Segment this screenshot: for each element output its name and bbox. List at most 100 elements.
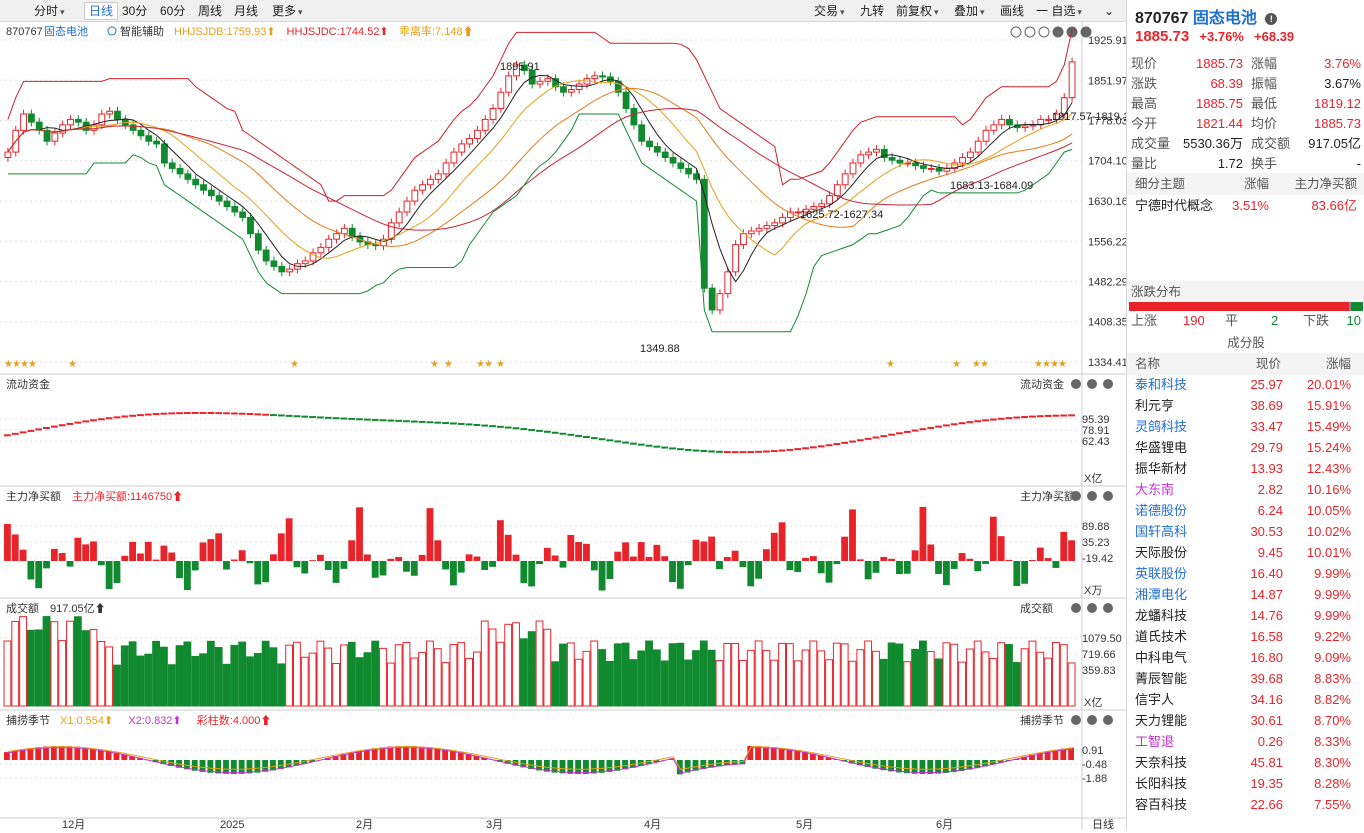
constituent-name[interactable]: 诺德股份 (1135, 500, 1187, 521)
candle-body (216, 196, 222, 201)
constituent-name[interactable]: 华盛锂电 (1135, 437, 1187, 458)
constituent-name[interactable]: 湘潭电化 (1135, 584, 1187, 605)
constituent-name[interactable]: 振华新材 (1135, 458, 1187, 479)
constituents-col-header[interactable]: 涨幅 (1326, 353, 1351, 375)
toolbar-btn-3[interactable]: 60分 (156, 2, 189, 20)
candle-body (287, 269, 293, 272)
volume-bar (966, 649, 973, 706)
volume-bar (857, 650, 864, 706)
signal-star-icon: ★ (28, 359, 37, 370)
constituent-name[interactable]: 利元亨 (1135, 395, 1174, 416)
candle-body (334, 234, 340, 239)
toolbar-right-btn-2[interactable]: 前复权▾ (892, 2, 943, 20)
constituent-name[interactable]: 天力锂能 (1135, 710, 1187, 731)
toolbar-btn-6[interactable]: 更多▾ (268, 2, 307, 20)
constituent-change: 8.33% (1314, 731, 1351, 752)
toolbar-btn-0[interactable]: 分时▾ (30, 2, 69, 20)
constituents-col-header[interactable]: 现价 (1256, 353, 1281, 375)
toolbar-right-btn-5[interactable]: 一 自选▾ (1032, 2, 1086, 20)
liquidity-mark (90, 419, 97, 421)
constituents-col-header[interactable]: 名称 (1135, 353, 1160, 375)
toolbar-btn-4[interactable]: 周线 (194, 2, 226, 20)
theme-header: 细分主题涨幅主力净买额 (1127, 173, 1364, 195)
candle-body (169, 163, 175, 168)
constituent-name[interactable]: 菁辰智能 (1135, 668, 1187, 689)
panel-settings-icon (1071, 491, 1081, 501)
collapse-icon[interactable]: ⌄ (1100, 2, 1118, 20)
liquidity-mark (1021, 416, 1028, 418)
x-tick: 2月 (356, 819, 373, 830)
constituent-name[interactable]: 灵鸽科技 (1135, 416, 1187, 437)
quote-value: - (1357, 154, 1361, 174)
constituent-name[interactable]: 英联股份 (1135, 563, 1187, 584)
toolbar-right-btn-1[interactable]: 九转 (856, 2, 888, 20)
annotation-3: 1817.57-1819.1 (1052, 111, 1126, 123)
netbuy-bar (826, 561, 833, 583)
info-icon[interactable]: ! (1265, 13, 1277, 25)
constituent-name[interactable]: 大东南 (1135, 479, 1174, 500)
netbuy-bar (786, 561, 793, 570)
liquidity-mark (200, 412, 207, 414)
constituent-name[interactable]: 长阳科技 (1135, 773, 1187, 794)
constituent-name[interactable]: 国轩高科 (1135, 521, 1187, 542)
candle-body (999, 119, 1005, 124)
constituent-name[interactable]: 容百科技 (1135, 794, 1187, 815)
constituent-name[interactable]: 道氏技术 (1135, 626, 1187, 647)
change-percent: +3.76% (1199, 29, 1243, 44)
candle-body (960, 158, 966, 163)
panel-title-right-0: 流动资金 (1020, 377, 1064, 391)
constituent-name[interactable]: 天际股份 (1135, 542, 1187, 563)
settings-icon (1053, 27, 1063, 37)
candle-body (412, 190, 418, 201)
candle-body (834, 185, 840, 196)
constituent-name[interactable]: 信宇人 (1135, 689, 1174, 710)
quote-label: 成交量 (1131, 134, 1170, 154)
toolbar-btn-2[interactable]: 30分 (118, 2, 151, 20)
liquidity-mark (473, 424, 480, 426)
constituent-name[interactable]: 工智退 (1135, 731, 1174, 752)
theme-col-header: 细分主题 (1135, 173, 1185, 195)
dist-down: 10 (1347, 311, 1361, 331)
toolbar-btn-5[interactable]: 月线 (230, 2, 262, 20)
panel-unit: X亿 (1084, 472, 1102, 485)
toolbar-right-btn-0[interactable]: 交易▾ (810, 2, 849, 20)
candle-body (819, 204, 825, 207)
constituent-name[interactable]: 泰和科技 (1135, 374, 1187, 395)
constituent-change: 9.99% (1314, 584, 1351, 605)
toolbar-right-btn-4[interactable]: 画线 (996, 2, 1028, 20)
toolbar-right-btn-3[interactable]: 叠加▾ (950, 2, 989, 20)
liquidity-mark (450, 422, 457, 424)
season-bar (254, 760, 260, 773)
constituent-name[interactable]: 天奈科技 (1135, 752, 1187, 773)
constituent-name[interactable]: 中科电气 (1135, 647, 1187, 668)
constituent-name[interactable]: 龙蟠科技 (1135, 605, 1187, 626)
signal-star-icon: ★ (496, 359, 505, 370)
stock-name[interactable]: 固态电池 (1193, 10, 1257, 27)
liquidity-mark (364, 419, 371, 421)
season-bar (419, 747, 425, 760)
toolbar-active-btn-1[interactable]: 日线 (84, 2, 118, 20)
constituent-price: 25.97 (1250, 374, 1283, 395)
